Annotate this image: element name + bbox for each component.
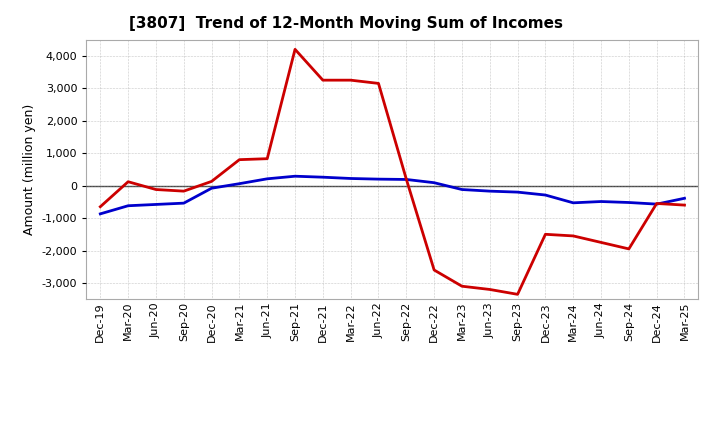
Net Income: [513, 292, 522, 297]
Net Income: [152, 187, 161, 192]
Ordinary Income: [263, 176, 271, 181]
Line: Net Income: Net Income: [100, 49, 685, 294]
Ordinary Income: [430, 180, 438, 185]
Ordinary Income: [458, 187, 467, 192]
Ordinary Income: [124, 203, 132, 209]
Net Income: [597, 240, 606, 245]
Net Income: [485, 287, 494, 292]
Net Income: [458, 284, 467, 289]
Ordinary Income: [513, 190, 522, 195]
Ordinary Income: [179, 201, 188, 206]
Ordinary Income: [485, 188, 494, 194]
Net Income: [652, 201, 661, 206]
Net Income: [569, 233, 577, 238]
Ordinary Income: [291, 173, 300, 179]
Ordinary Income: [624, 200, 633, 205]
Ordinary Income: [346, 176, 355, 181]
Net Income: [541, 231, 550, 237]
Ordinary Income: [569, 200, 577, 205]
Net Income: [402, 176, 410, 182]
Net Income: [374, 81, 383, 86]
Ordinary Income: [541, 192, 550, 198]
Ordinary Income: [318, 175, 327, 180]
Ordinary Income: [597, 199, 606, 204]
Net Income: [346, 77, 355, 83]
Net Income: [179, 188, 188, 194]
Ordinary Income: [652, 202, 661, 207]
Net Income: [291, 47, 300, 52]
Line: Ordinary Income: Ordinary Income: [100, 176, 685, 214]
Net Income: [235, 157, 243, 162]
Ordinary Income: [152, 202, 161, 207]
Net Income: [124, 179, 132, 184]
Ordinary Income: [235, 181, 243, 186]
Net Income: [207, 179, 216, 184]
Ordinary Income: [402, 177, 410, 182]
Ordinary Income: [207, 186, 216, 191]
Net Income: [318, 77, 327, 83]
Y-axis label: Amount (million yen): Amount (million yen): [23, 104, 36, 235]
Ordinary Income: [96, 211, 104, 216]
Net Income: [263, 156, 271, 161]
Net Income: [96, 204, 104, 209]
Net Income: [430, 268, 438, 273]
Net Income: [680, 202, 689, 208]
Ordinary Income: [680, 196, 689, 201]
Ordinary Income: [374, 176, 383, 182]
Text: [3807]  Trend of 12-Month Moving Sum of Incomes: [3807] Trend of 12-Month Moving Sum of I…: [130, 16, 563, 32]
Net Income: [624, 246, 633, 252]
